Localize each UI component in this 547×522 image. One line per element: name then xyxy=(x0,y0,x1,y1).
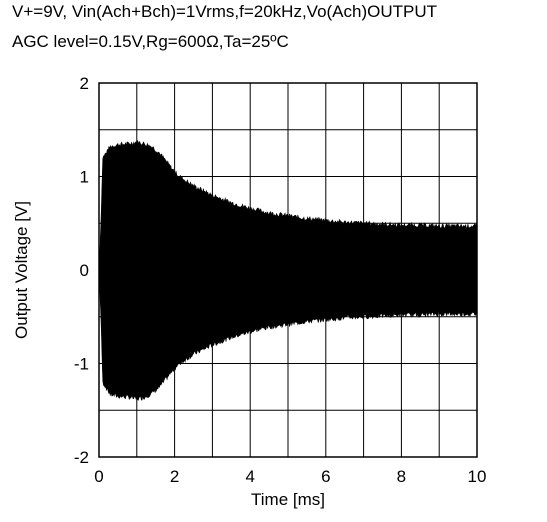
y-axis-label: Output Voltage [V] xyxy=(12,201,31,339)
x-tick-label: 2 xyxy=(170,467,179,486)
y-tick-label: 1 xyxy=(80,168,89,187)
x-tick-label: 4 xyxy=(245,467,254,486)
x-tick-label: 8 xyxy=(397,467,406,486)
x-tick-label: 0 xyxy=(94,467,103,486)
y-tick-label: 2 xyxy=(80,74,89,93)
y-tick-label: -2 xyxy=(74,448,89,467)
condition-line-2: AGC level=0.15V,Rg=600Ω,Ta=25ºC xyxy=(12,32,289,51)
condition-line-1: V+=9V, Vin(Ach+Bch)=1Vrms,f=20kHz,Vo(Ach… xyxy=(12,2,438,21)
x-tick-label: 10 xyxy=(468,467,487,486)
x-tick-labels: 0 2 4 6 8 10 xyxy=(94,467,486,486)
x-axis-label: Time [ms] xyxy=(251,490,325,509)
plot-frame xyxy=(98,82,478,458)
x-tick-label: 6 xyxy=(321,467,330,486)
y-tick-label: -1 xyxy=(74,355,89,374)
y-tick-labels: 2 1 0 -1 -2 xyxy=(74,74,89,467)
y-tick-label: 0 xyxy=(80,261,89,280)
